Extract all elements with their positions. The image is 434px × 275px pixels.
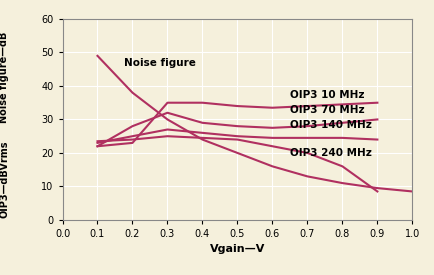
- Text: OIP3 70 MHz: OIP3 70 MHz: [289, 105, 364, 115]
- X-axis label: Vgain—V: Vgain—V: [209, 244, 264, 254]
- Text: Noise figure—dB: Noise figure—dB: [0, 31, 9, 123]
- Text: OIP3—dBVrms: OIP3—dBVrms: [0, 140, 9, 218]
- Text: OIP3 140 MHz: OIP3 140 MHz: [289, 120, 371, 130]
- Text: Noise figure: Noise figure: [123, 58, 195, 68]
- Text: OIP3 240 MHz: OIP3 240 MHz: [289, 148, 371, 158]
- Text: OIP3 10 MHz: OIP3 10 MHz: [289, 90, 364, 100]
